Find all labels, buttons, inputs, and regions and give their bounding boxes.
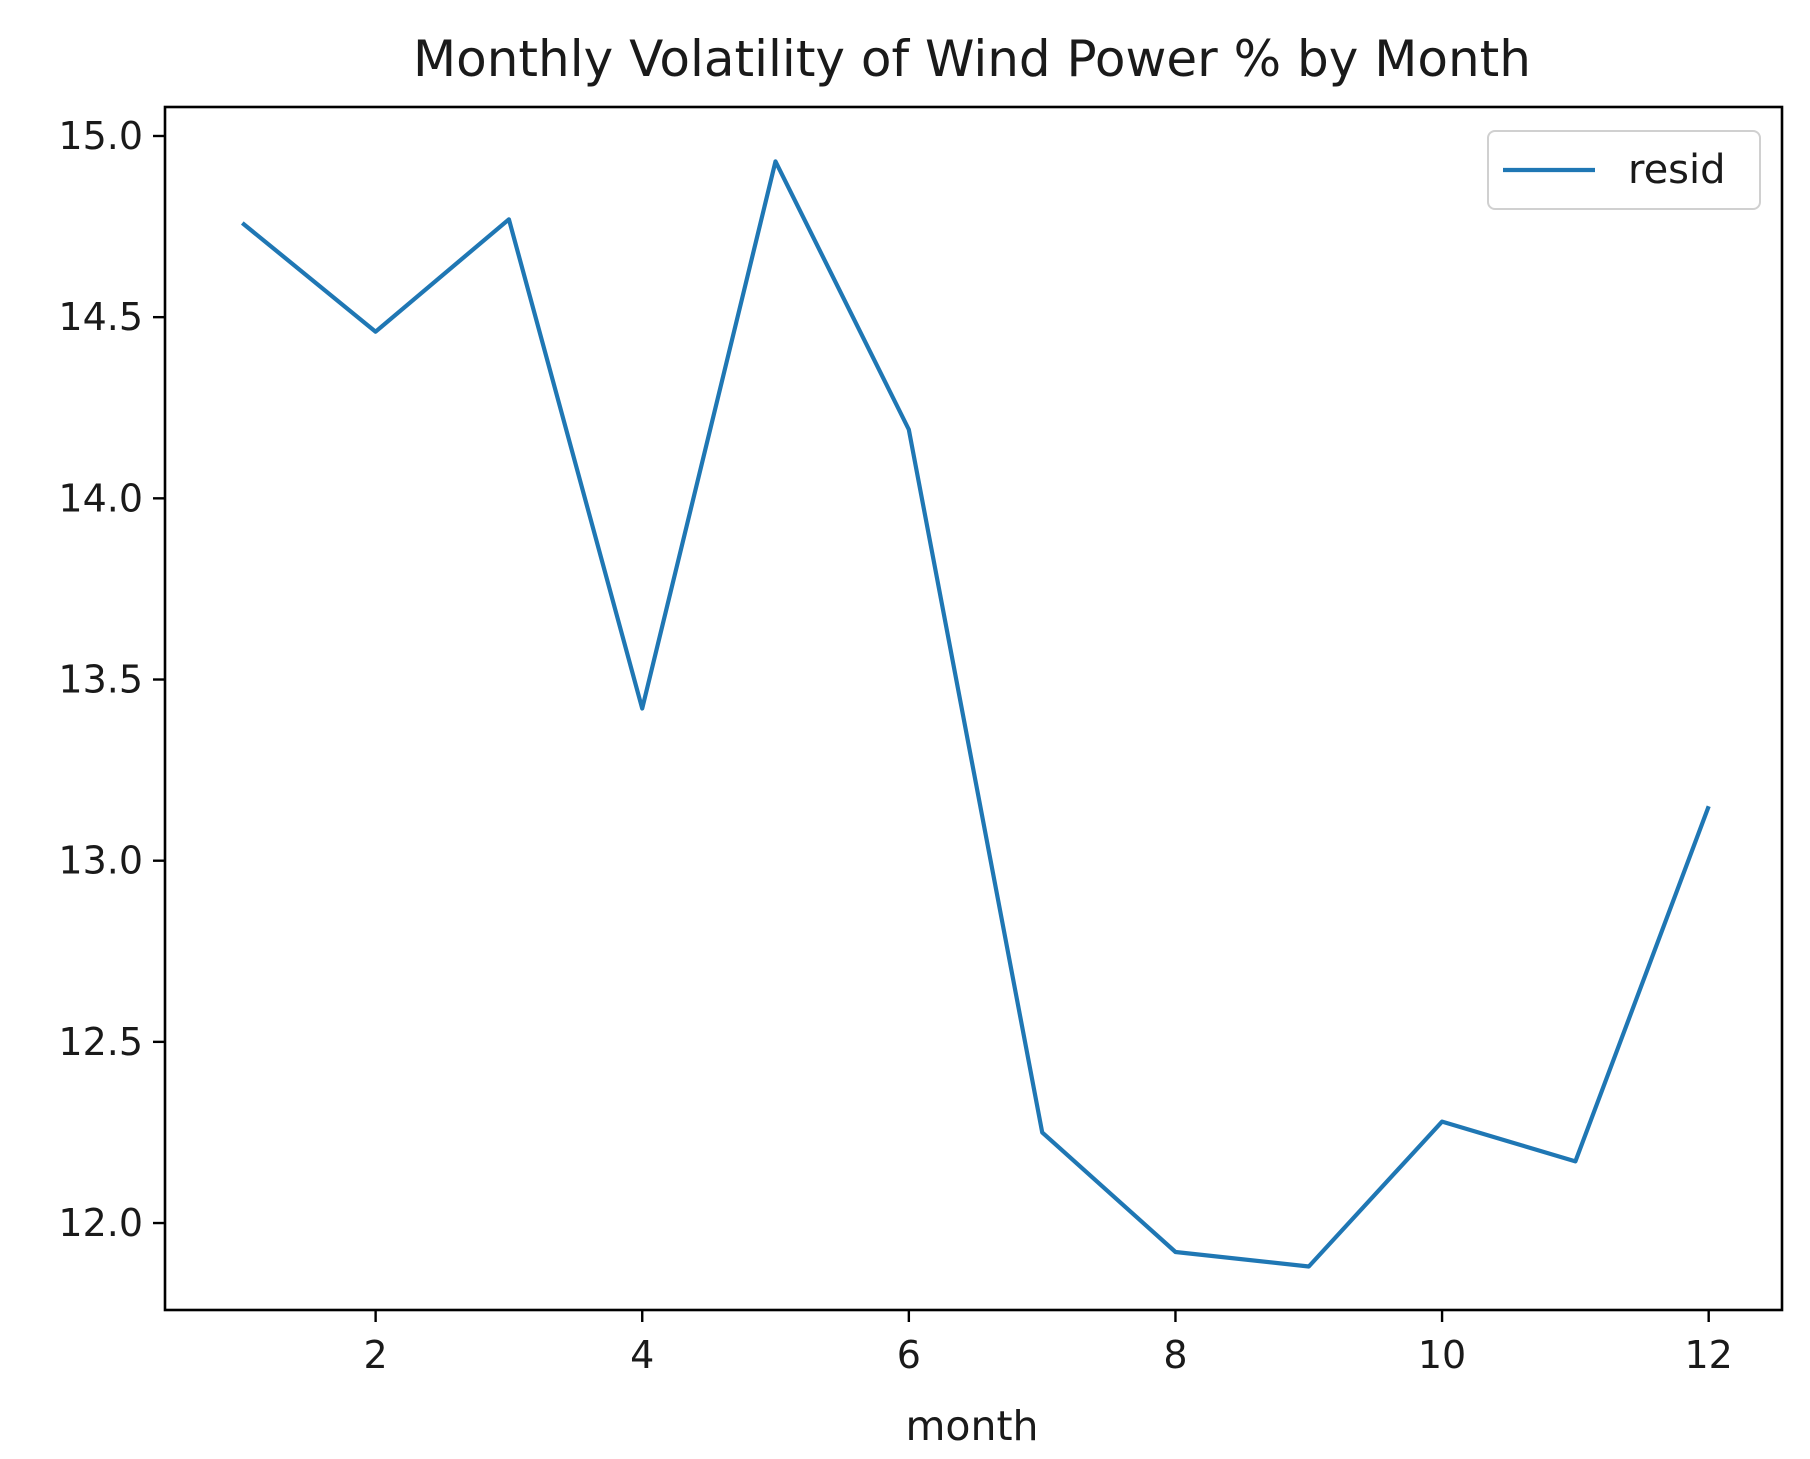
- x-tick-label: 2: [364, 1333, 388, 1377]
- series-line-resid: [240, 159, 1711, 1269]
- data-point: [1573, 1159, 1577, 1163]
- y-tick-label: 12.0: [58, 1201, 143, 1245]
- legend-box: [1487, 130, 1761, 210]
- data-point: [640, 707, 644, 711]
- y-tick-label: 14.0: [58, 476, 143, 520]
- x-axis: 2 4 6 8 10 12: [364, 1310, 1733, 1377]
- data-point: [1040, 1130, 1044, 1134]
- y-tick-label: 15.0: [58, 114, 143, 158]
- legend: resid: [1487, 130, 1761, 210]
- x-tick-label: 6: [897, 1333, 921, 1377]
- data-point: [907, 427, 911, 431]
- legend-label-resid: resid: [1628, 147, 1726, 193]
- chart-title: Monthly Volatility of Wind Power % by Mo…: [413, 30, 1531, 88]
- data-point: [1707, 804, 1711, 808]
- y-tick-label: 14.5: [58, 295, 143, 339]
- data-point: [507, 217, 511, 221]
- y-axis: 12.0 12.5 13.0 13.5 14.0 14.5 15.0: [58, 114, 165, 1245]
- y-tick-label: 13.5: [58, 658, 143, 702]
- x-tick-label: 4: [630, 1333, 654, 1377]
- y-tick-label: 13.0: [58, 839, 143, 883]
- data-point: [1173, 1250, 1177, 1254]
- data-point: [1440, 1120, 1444, 1124]
- x-tick-label: 8: [1163, 1333, 1187, 1377]
- y-tick-label: 12.5: [58, 1020, 143, 1064]
- data-point: [240, 221, 244, 225]
- data-point: [774, 159, 778, 163]
- data-point: [374, 330, 378, 334]
- plot-area-frame: [163, 105, 1784, 1312]
- x-tick-label: 10: [1418, 1333, 1466, 1377]
- x-axis-label: month: [905, 1402, 1038, 1450]
- data-point: [1307, 1265, 1311, 1269]
- x-tick-label: 12: [1685, 1333, 1733, 1377]
